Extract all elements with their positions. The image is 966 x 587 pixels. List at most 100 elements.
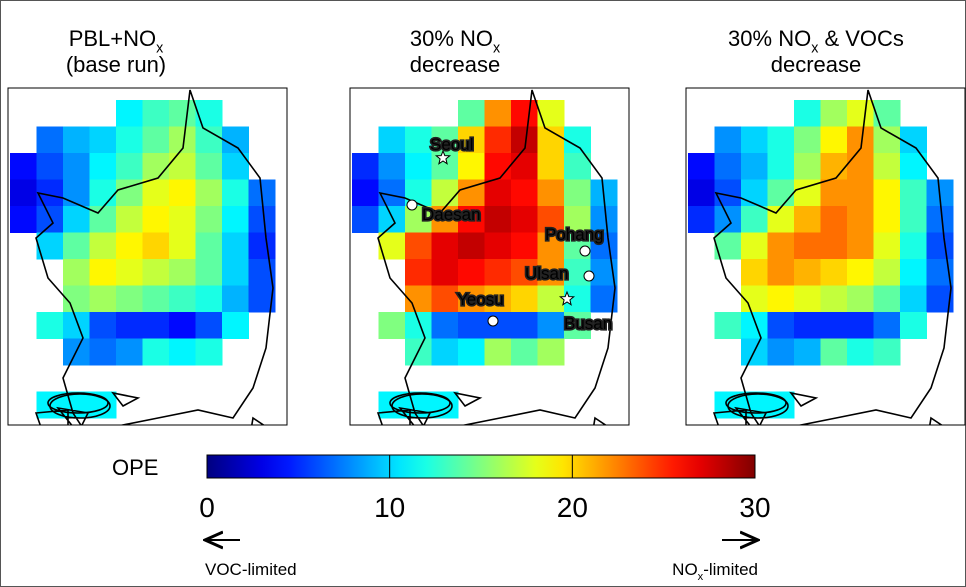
grid-cell xyxy=(847,100,874,127)
grid-cell xyxy=(900,232,927,260)
grid-cell xyxy=(195,100,223,127)
grid-cell xyxy=(741,232,768,260)
grid-cell xyxy=(63,126,90,154)
grid-cell xyxy=(900,285,927,313)
panel-frame xyxy=(349,87,630,426)
grid-cell xyxy=(537,232,565,260)
grid-cell xyxy=(169,312,196,339)
grid-cell xyxy=(248,232,276,260)
grid-cell xyxy=(537,100,565,127)
grid-cell xyxy=(89,232,117,260)
grid-cell xyxy=(794,338,821,366)
grid-cell xyxy=(458,126,485,154)
grid-cell xyxy=(169,259,196,286)
grid-cell xyxy=(222,179,249,207)
grid-cell xyxy=(63,312,90,339)
grid-cell xyxy=(431,285,459,313)
grid-cell xyxy=(820,285,848,313)
grid-cell xyxy=(847,179,874,207)
grid-cell xyxy=(458,206,485,233)
grid-cell xyxy=(794,100,821,127)
grid-cell xyxy=(378,206,406,233)
grid-cell xyxy=(741,126,768,154)
subscript: x xyxy=(156,41,163,57)
grid-cell xyxy=(511,206,538,233)
grid-cell xyxy=(405,232,432,260)
label: (base run) xyxy=(66,52,166,77)
grid-cell xyxy=(900,312,927,339)
label: PBL+NOx xyxy=(69,26,164,57)
grid-cell xyxy=(767,338,795,366)
grid-cell xyxy=(741,153,768,180)
grid-cell xyxy=(116,285,143,313)
grid-cell xyxy=(10,179,37,207)
grid-cell xyxy=(590,232,618,260)
grid-cell xyxy=(63,232,90,260)
text-part: 30% NO xyxy=(728,26,811,51)
grid-cell xyxy=(169,153,196,180)
grid-cell xyxy=(169,285,196,313)
grid-cell xyxy=(564,126,591,154)
city-star xyxy=(434,149,452,165)
colorbar-tick-label: 10 xyxy=(374,492,405,523)
grid-cell xyxy=(89,338,117,366)
grid-cell xyxy=(142,312,170,339)
grid-cell xyxy=(900,179,927,207)
grid-cell xyxy=(89,126,117,154)
label: NOx-limited xyxy=(672,560,758,583)
grid-cell xyxy=(248,206,276,233)
grid-cell xyxy=(458,285,485,313)
grid-cell xyxy=(222,285,249,313)
grid-cell xyxy=(511,232,538,260)
text-part: (base run) xyxy=(66,52,166,77)
grid-cell xyxy=(195,206,223,233)
grid-cell xyxy=(794,153,821,180)
grid-cell xyxy=(767,259,795,286)
grid-cell xyxy=(405,126,432,154)
grid-cell xyxy=(405,259,432,286)
grid-cell xyxy=(820,179,848,207)
grid-cell xyxy=(926,206,954,233)
grid-cell xyxy=(89,312,117,339)
grid-cell xyxy=(590,206,618,233)
grid-cell xyxy=(169,100,196,127)
label: VOC-limited xyxy=(205,560,297,579)
grid-cell xyxy=(89,179,117,207)
grid-cell xyxy=(458,259,485,286)
grid-cell xyxy=(741,312,768,339)
grid-cell xyxy=(537,259,565,286)
grid-cell xyxy=(169,179,196,207)
grid-cell xyxy=(820,100,848,127)
grid-cell xyxy=(537,338,565,366)
grid-cell xyxy=(222,126,249,154)
grid-cell xyxy=(484,179,512,207)
text-part: -limited xyxy=(703,560,758,579)
grid-cell xyxy=(195,285,223,313)
text-part: 30% NO xyxy=(410,26,493,51)
grid-cell xyxy=(222,259,249,286)
grid-cell xyxy=(352,153,379,180)
coastline xyxy=(389,392,451,414)
grid-cell xyxy=(688,179,715,207)
text-part: decrease xyxy=(771,52,862,77)
grid-cell xyxy=(116,259,143,286)
grid-cell xyxy=(794,312,821,339)
grid-cell xyxy=(431,179,459,207)
grid-cell xyxy=(484,259,512,286)
grid-cell xyxy=(926,232,954,260)
grid-cell xyxy=(116,100,143,127)
grid-cell xyxy=(36,312,64,339)
grid-cell xyxy=(116,232,143,260)
text-part: NO xyxy=(672,560,698,579)
grid-cell xyxy=(10,153,37,180)
grid-cell xyxy=(794,206,821,233)
grid-cell xyxy=(484,312,512,339)
grid-cell xyxy=(142,285,170,313)
grid-cell xyxy=(89,259,117,286)
grid-cell xyxy=(142,100,170,127)
grid-cell xyxy=(484,338,512,366)
grid-cell xyxy=(222,312,249,339)
grid-cell xyxy=(767,232,795,260)
grid-cell xyxy=(142,153,170,180)
